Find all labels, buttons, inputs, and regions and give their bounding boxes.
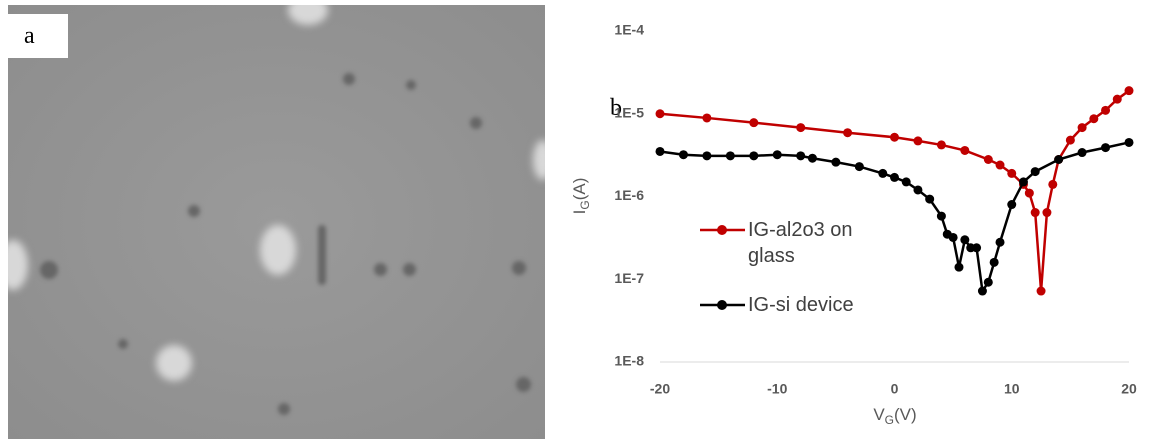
data-point: [1077, 123, 1087, 133]
data-point: [1065, 135, 1075, 145]
y-axis-title-sub: G: [578, 200, 592, 209]
data-point: [890, 172, 899, 182]
data-point: [702, 113, 712, 123]
data-point: [913, 185, 923, 195]
micrograph: [8, 5, 545, 439]
data-point: [936, 140, 946, 150]
data-point: [702, 151, 712, 161]
legend-label: IG-al2o3 on glass: [748, 219, 853, 267]
data-point: [1112, 94, 1122, 104]
data-point: [913, 136, 923, 146]
data-point: [807, 153, 817, 163]
y-tick-label: 1E-8: [614, 353, 644, 369]
x-tick-label: -10: [767, 381, 787, 397]
data-point: [995, 160, 1005, 170]
data-point: [948, 232, 958, 242]
data-point: [1042, 208, 1052, 218]
data-point: [1101, 143, 1111, 153]
data-point: [925, 194, 935, 204]
data-point: [936, 211, 946, 221]
legend-marker: [717, 225, 727, 235]
x-tick-label: -20: [650, 381, 670, 397]
x-axis-title-sub: G: [885, 413, 894, 427]
x-axis-title: VG(V): [873, 405, 916, 427]
data-point: [796, 151, 806, 161]
y-axis-title: IG(A): [570, 178, 592, 215]
data-point: [1054, 154, 1064, 164]
y-axis-title-main: I: [570, 210, 589, 215]
data-point: [995, 237, 1005, 247]
data-point: [1018, 177, 1028, 187]
panel-label: b: [610, 95, 622, 121]
data-point: [901, 177, 911, 187]
data-point: [655, 109, 665, 119]
y-tick-label: 1E-5: [614, 104, 644, 120]
data-point: [655, 146, 665, 156]
data-point: [1124, 137, 1134, 147]
data-point: [678, 150, 688, 160]
x-tick-label: 10: [1004, 381, 1020, 397]
panel-label: a: [8, 14, 68, 58]
data-point: [954, 262, 964, 272]
data-point: [890, 132, 899, 142]
data-point: [1024, 188, 1034, 198]
data-point: [960, 235, 970, 245]
data-point: [1048, 179, 1058, 189]
data-point: [772, 150, 782, 160]
x-tick-label: 0: [891, 381, 899, 397]
data-point: [977, 286, 987, 296]
data-point: [1036, 286, 1046, 296]
series-line: [659, 89, 1130, 292]
data-point: [749, 118, 759, 128]
legend-label: IG-si device: [748, 294, 854, 316]
data-point: [831, 157, 841, 167]
data-point: [1077, 148, 1087, 158]
y-axis-title-unit: (A): [570, 178, 589, 201]
data-point: [878, 168, 888, 178]
data-point: [725, 151, 735, 161]
data-point: [843, 128, 853, 138]
data-point: [983, 154, 993, 164]
legend-marker: [717, 300, 727, 310]
data-point: [983, 277, 993, 287]
x-axis-title-unit: (V): [894, 405, 917, 424]
y-tick-label: 1E-4: [614, 22, 644, 38]
data-point: [989, 257, 999, 267]
data-point: [1030, 167, 1040, 177]
x-tick-label: 20: [1121, 381, 1137, 397]
data-point: [749, 151, 759, 161]
data-point: [1101, 105, 1111, 115]
data-point: [1089, 114, 1099, 124]
data-point: [1007, 200, 1017, 210]
data-point: [960, 145, 970, 155]
data-point: [796, 123, 806, 133]
y-tick-label: 1E-7: [614, 270, 644, 286]
data-point: [1007, 168, 1017, 178]
x-axis-title-main: V: [873, 405, 885, 424]
data-point: [1030, 208, 1040, 218]
y-tick-label: 1E-6: [614, 187, 644, 203]
data-point: [1124, 86, 1134, 96]
data-point: [854, 162, 864, 172]
data-point: [972, 243, 982, 253]
